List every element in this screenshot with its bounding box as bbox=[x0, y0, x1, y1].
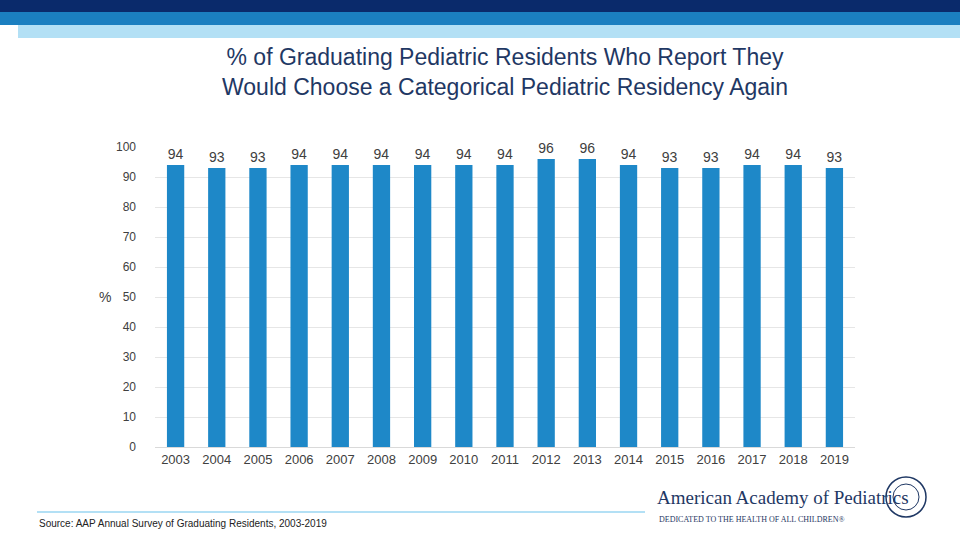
svg-text:American Academy of Pediatrics: American Academy of Pediatrics bbox=[657, 487, 909, 508]
svg-text:94: 94 bbox=[621, 146, 637, 162]
svg-text:10: 10 bbox=[123, 410, 137, 424]
svg-text:90: 90 bbox=[123, 170, 137, 184]
svg-text:93: 93 bbox=[703, 149, 719, 165]
svg-text:DEDICATED TO THE HEALTH OF ALL: DEDICATED TO THE HEALTH OF ALL CHILDREN® bbox=[659, 515, 844, 524]
svg-text:40: 40 bbox=[123, 320, 137, 334]
svg-text:96: 96 bbox=[579, 140, 595, 156]
svg-text:2009: 2009 bbox=[408, 452, 437, 467]
svg-text:60: 60 bbox=[123, 260, 137, 274]
svg-text:2019: 2019 bbox=[820, 452, 849, 467]
svg-text:94: 94 bbox=[332, 146, 348, 162]
svg-text:93: 93 bbox=[209, 149, 225, 165]
svg-text:2008: 2008 bbox=[367, 452, 396, 467]
svg-text:80: 80 bbox=[123, 200, 137, 214]
svg-text:2013: 2013 bbox=[573, 452, 602, 467]
svg-text:94: 94 bbox=[456, 146, 472, 162]
svg-text:2006: 2006 bbox=[285, 452, 314, 467]
svg-text:30: 30 bbox=[123, 350, 137, 364]
svg-text:96: 96 bbox=[538, 140, 554, 156]
svg-text:2004: 2004 bbox=[202, 452, 231, 467]
svg-text:2003: 2003 bbox=[161, 452, 190, 467]
svg-text:2015: 2015 bbox=[655, 452, 684, 467]
svg-text:94: 94 bbox=[374, 146, 390, 162]
svg-text:2010: 2010 bbox=[449, 452, 478, 467]
svg-text:94: 94 bbox=[168, 146, 184, 162]
svg-text:100: 100 bbox=[116, 140, 136, 154]
svg-text:Source: AAP Annual Survey of G: Source: AAP Annual Survey of Graduating … bbox=[39, 518, 327, 529]
svg-text:93: 93 bbox=[662, 149, 678, 165]
svg-text:%: % bbox=[99, 289, 111, 305]
svg-text:0: 0 bbox=[129, 440, 136, 454]
svg-text:2014: 2014 bbox=[614, 452, 643, 467]
svg-text:70: 70 bbox=[123, 230, 137, 244]
svg-text:2005: 2005 bbox=[243, 452, 272, 467]
svg-text:94: 94 bbox=[785, 146, 801, 162]
svg-text:50: 50 bbox=[123, 290, 137, 304]
svg-text:94: 94 bbox=[415, 146, 431, 162]
svg-text:% of Graduating Pediatric Resi: % of Graduating Pediatric Residents Who … bbox=[222, 44, 788, 100]
svg-text:2012: 2012 bbox=[532, 452, 561, 467]
svg-text:20: 20 bbox=[123, 380, 137, 394]
svg-text:94: 94 bbox=[744, 146, 760, 162]
svg-text:2011: 2011 bbox=[491, 452, 519, 467]
svg-text:94: 94 bbox=[291, 146, 307, 162]
svg-text:93: 93 bbox=[827, 149, 843, 165]
svg-text:94: 94 bbox=[497, 146, 513, 162]
svg-text:2017: 2017 bbox=[738, 452, 767, 467]
svg-text:2018: 2018 bbox=[779, 452, 808, 467]
svg-text:2016: 2016 bbox=[696, 452, 725, 467]
svg-text:2007: 2007 bbox=[326, 452, 355, 467]
svg-text:93: 93 bbox=[250, 149, 266, 165]
